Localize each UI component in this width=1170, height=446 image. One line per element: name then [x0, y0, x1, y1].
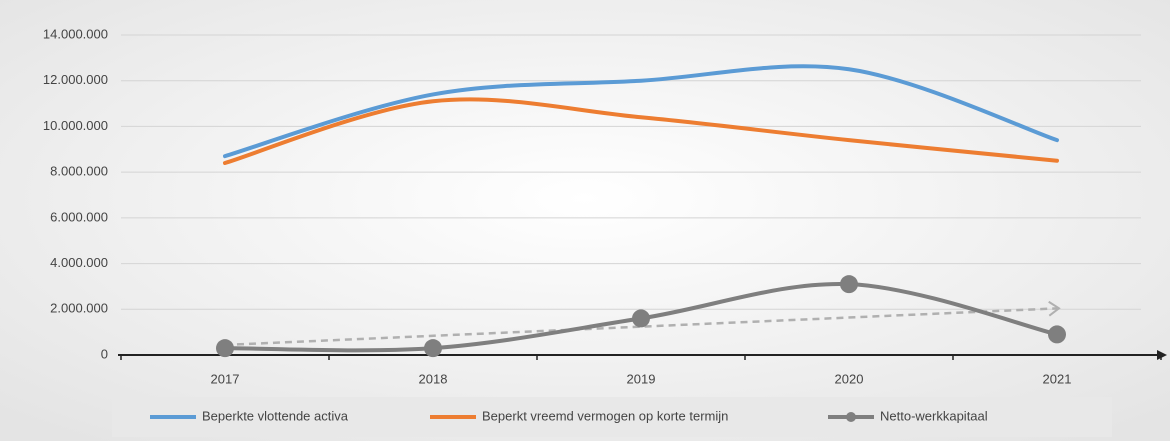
y-tick-label: 14.000.000 — [43, 26, 108, 41]
marker — [840, 275, 858, 294]
x-tick-label: 2021 — [1043, 371, 1072, 386]
y-tick-label: 2.000.000 — [50, 301, 108, 316]
legend-label: Beperkte vlottende activa — [202, 408, 349, 423]
marker — [1048, 325, 1066, 344]
x-tick-label: 2017 — [211, 371, 240, 386]
legend-label: Beperkt vreemd vermogen op korte termijn — [482, 408, 728, 423]
x-tick-label: 2020 — [835, 371, 864, 386]
y-tick-label: 8.000.000 — [50, 164, 108, 179]
x-tick-label: 2018 — [419, 371, 448, 386]
trend-line — [224, 300, 1061, 347]
marker — [424, 339, 442, 358]
legend-marker — [846, 412, 856, 422]
y-tick-label: 10.000.000 — [43, 118, 108, 133]
marker — [216, 339, 234, 358]
x-tick-label: 2019 — [627, 371, 656, 386]
line-series — [223, 64, 1059, 159]
y-tick-label: 6.000.000 — [50, 209, 108, 224]
y-tick-label: 4.000.000 — [50, 255, 108, 270]
line-series — [223, 97, 1059, 165]
legend-box — [112, 397, 1112, 437]
y-tick-label: 12.000.000 — [43, 72, 108, 87]
legend-label: Netto-werkkapitaal — [880, 408, 988, 423]
marker — [632, 309, 650, 328]
y-tick-label: 0 — [101, 346, 108, 361]
